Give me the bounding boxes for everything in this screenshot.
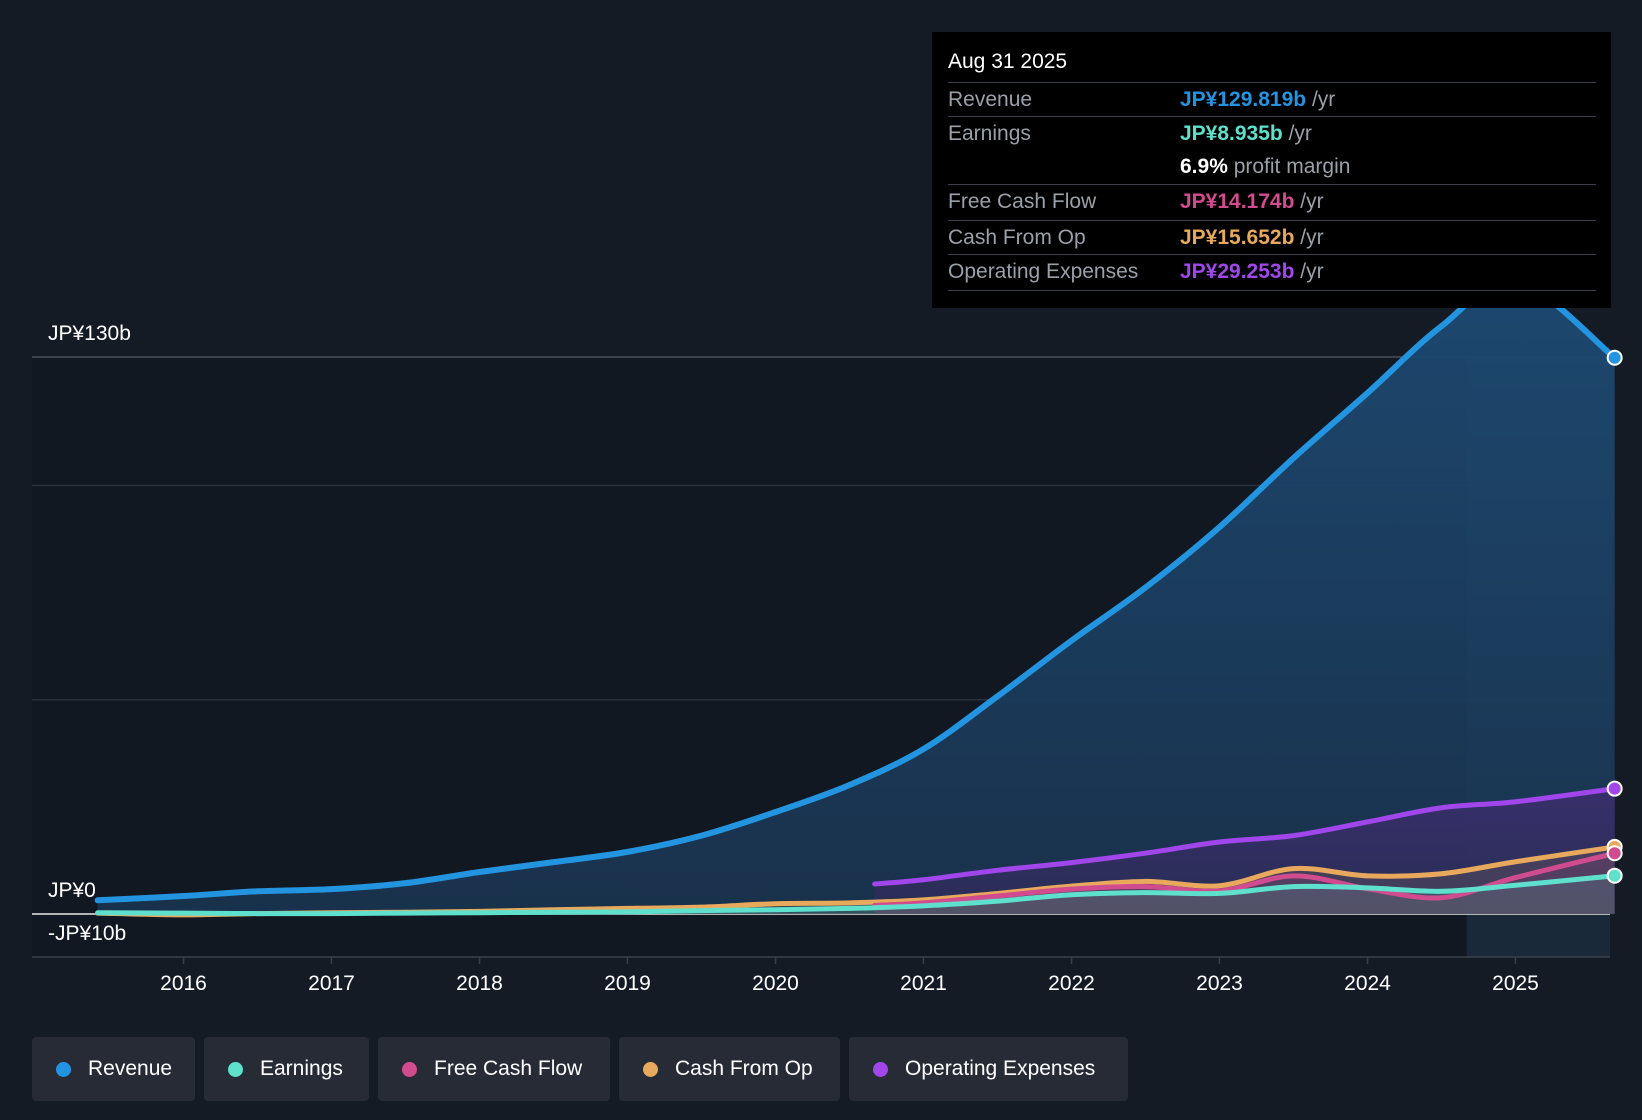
legend-label: Earnings [260, 1057, 343, 1080]
revenue-line [94, 277, 1618, 904]
legend-free-cash-flow[interactable]: Free Cash Flow [378, 1037, 610, 1101]
tooltip-row-operating-expenses: Operating Expenses JP¥29.253b /yr [948, 254, 1596, 289]
operating-expenses-area [874, 788, 1615, 914]
x-tick-label: 2017 [308, 972, 355, 995]
legend-label: Cash From Op [675, 1057, 813, 1080]
legend-dot-icon [56, 1062, 71, 1077]
x-axis-labels: 2016 2017 2018 2019 2020 2021 2022 2023 2024 2025 [160, 957, 1539, 995]
legend-label: Revenue [88, 1057, 173, 1080]
y-label-bottom: -JP¥10b [48, 922, 126, 945]
x-tick-label: 2019 [604, 972, 651, 995]
operating-expenses-endpoint [1606, 780, 1623, 797]
tooltip-label: Cash From Op [948, 226, 1086, 249]
earnings-area [97, 875, 1615, 914]
tooltip-value: JP¥129.819b /yr [1180, 88, 1336, 111]
tooltip-label: Earnings [948, 122, 1031, 145]
earnings-line [95, 873, 1618, 917]
tooltip-value: JP¥14.174b /yr [1180, 190, 1324, 213]
x-tick-label: 2022 [1048, 972, 1095, 995]
tooltip-value: JP¥8.935b /yr [1180, 122, 1312, 145]
tooltip-row-free-cash-flow: Free Cash Flow JP¥14.174b /yr [948, 184, 1596, 219]
tooltip-divider [948, 290, 1596, 291]
tooltip-label: Revenue [948, 88, 1033, 111]
tooltip-value: 6.9% profit margin [1180, 155, 1351, 178]
y-label-top: JP¥130b [48, 322, 131, 345]
legend-dot-icon [873, 1062, 888, 1077]
legend-dot-icon [643, 1062, 658, 1077]
tooltip-label: Free Cash Flow [948, 190, 1097, 213]
tooltip-row-cash-from-op: Cash From Op JP¥15.652b /yr [948, 220, 1596, 255]
legend-revenue[interactable]: Revenue [32, 1037, 195, 1101]
x-tick-label: 2018 [456, 972, 503, 995]
x-tick-label: 2023 [1196, 972, 1243, 995]
legend-cash-from-op[interactable]: Cash From Op [619, 1037, 840, 1101]
x-tick-label: 2024 [1344, 972, 1391, 995]
legend-earnings[interactable]: Earnings [204, 1037, 369, 1101]
y-axis-labels: JP¥130b JP¥0 -JP¥10b [48, 322, 131, 945]
legend-operating-expenses[interactable]: Operating Expenses [849, 1037, 1128, 1101]
tooltip-value: JP¥29.253b /yr [1180, 260, 1324, 283]
tooltip-value: JP¥15.652b /yr [1180, 226, 1324, 249]
tooltip-label: Operating Expenses [948, 260, 1139, 283]
tooltip-date: Aug 31 2025 [948, 50, 1068, 73]
operating-expenses-line [872, 786, 1618, 887]
cash-from-op-area [97, 846, 1615, 915]
x-tick-label: 2016 [160, 972, 207, 995]
earnings-endpoint [1606, 867, 1623, 884]
legend-label: Operating Expenses [905, 1057, 1096, 1080]
series-endpoints [1606, 349, 1623, 884]
x-tick-label: 2020 [752, 972, 799, 995]
y-label-zero: JP¥0 [48, 879, 96, 902]
tooltip-row-revenue: Revenue JP¥129.819b /yr [948, 82, 1596, 117]
free-cash-flow-endpoint [1606, 845, 1623, 862]
tooltip-row-earnings: Earnings JP¥8.935b /yr [948, 116, 1596, 151]
tooltip: Aug 31 2025 Revenue JP¥129.819b /yr Earn… [932, 32, 1611, 308]
tooltip-row-profit-margin: 6.9% profit margin [948, 150, 1596, 184]
legend-dot-icon [228, 1062, 243, 1077]
revenue-endpoint [1606, 349, 1623, 366]
x-tick-label: 2021 [900, 972, 947, 995]
series-lines [94, 277, 1618, 918]
x-tick-label: 2025 [1492, 972, 1539, 995]
legend-dot-icon [402, 1062, 417, 1077]
legend-label: Free Cash Flow [434, 1057, 583, 1080]
revenue-area [97, 280, 1615, 914]
